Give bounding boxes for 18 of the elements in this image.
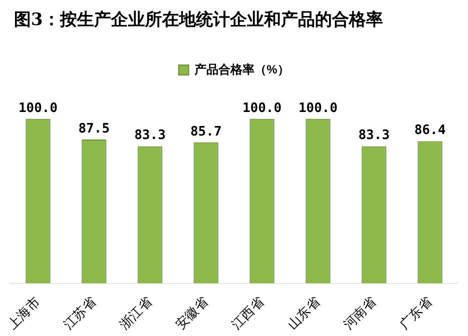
x-tick-label: 江苏省 <box>60 294 99 332</box>
chart-title: 图3：按生产企业所在地统计企业和产品的合格率 <box>14 9 384 32</box>
x-tick-label: 安徽省 <box>172 294 211 332</box>
data-label: 100.0 <box>18 100 58 116</box>
x-tick-label: 江西省 <box>228 294 267 332</box>
data-label: 100.0 <box>298 100 338 116</box>
x-tick-label: 广东省 <box>396 294 435 332</box>
legend-label: 产品合格率（%） <box>194 62 290 76</box>
data-label: 100.0 <box>242 100 282 116</box>
data-label: 85.7 <box>190 124 222 140</box>
x-tick-label: 山东省 <box>284 294 323 332</box>
data-label: 83.3 <box>358 128 390 144</box>
x-tick-label: 河南省 <box>340 294 379 332</box>
x-tick-label: 浙江省 <box>116 294 155 332</box>
data-label: 86.4 <box>414 123 446 138</box>
x-tick-label: 上海市 <box>4 294 43 332</box>
data-label: 87.5 <box>78 121 110 136</box>
data-label: 83.3 <box>134 128 166 144</box>
